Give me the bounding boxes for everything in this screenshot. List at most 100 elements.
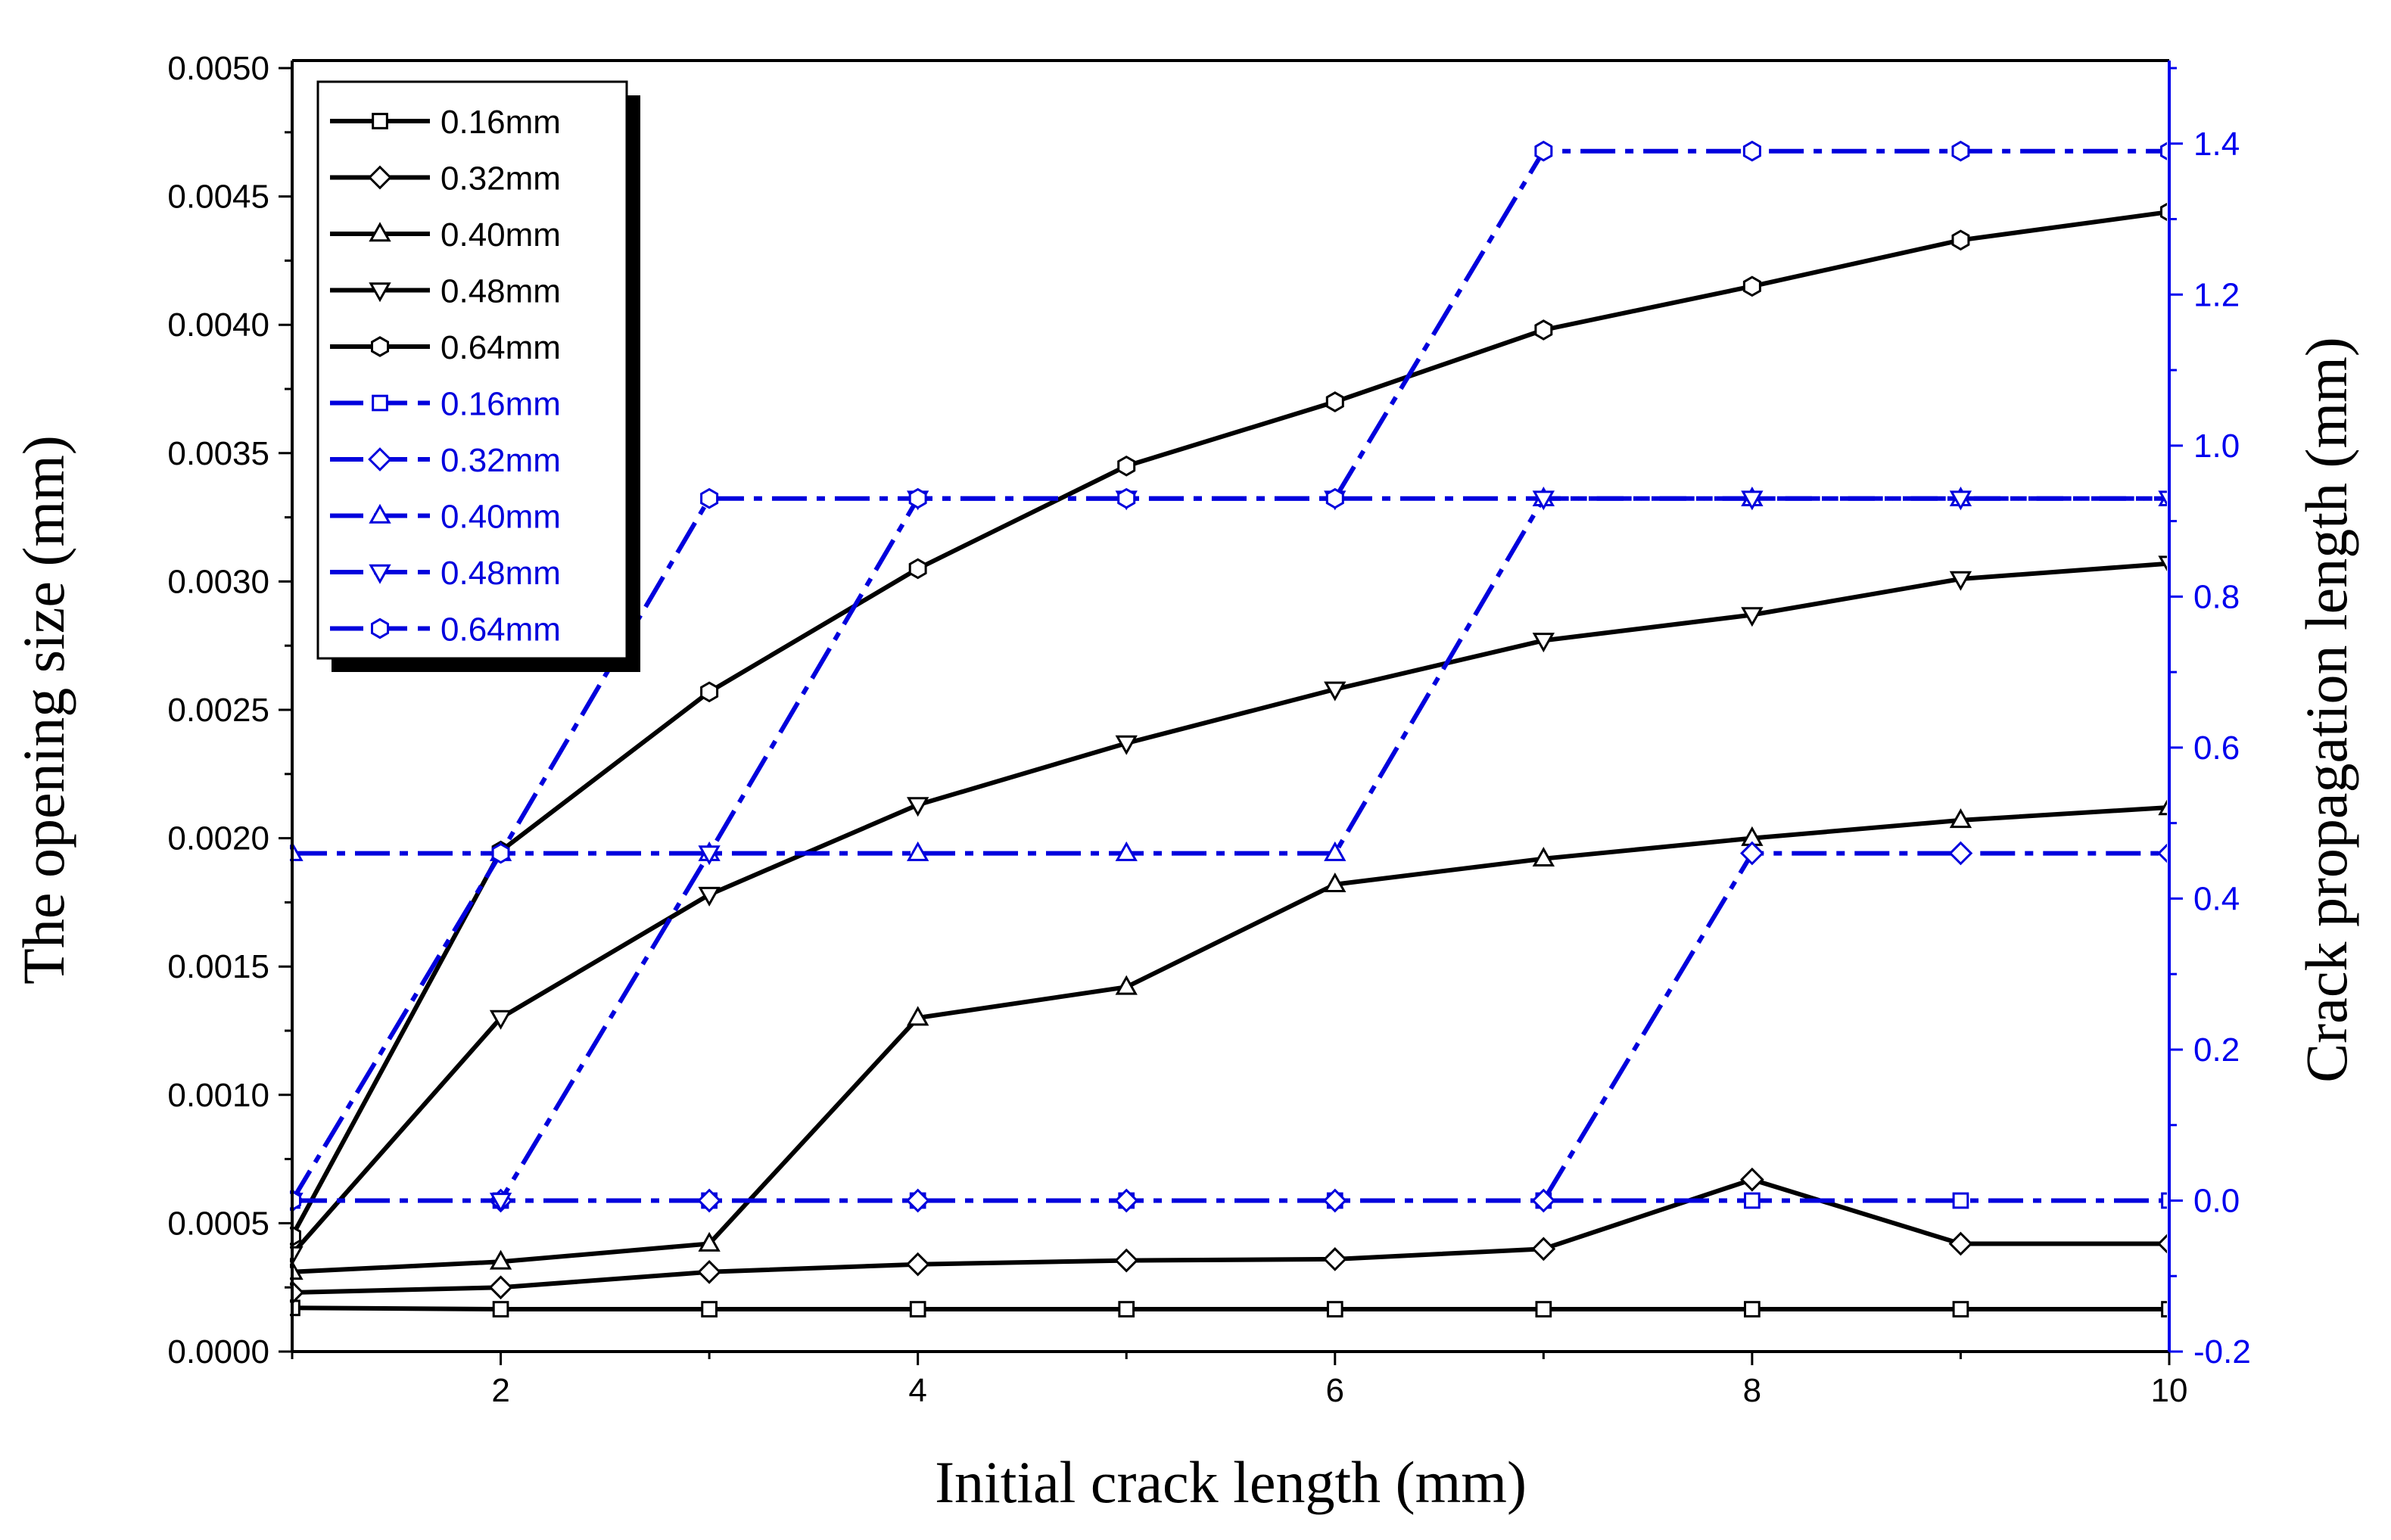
legend-label: 0.48mm [441, 555, 561, 592]
opening-point-0.16mm [492, 1301, 509, 1318]
opening-point-0.64mm [1951, 229, 1970, 251]
legend-entry: 0.32mm [330, 160, 561, 198]
series-opening-0.64mm [290, 202, 2167, 1247]
opening-point-0.40mm [2158, 799, 2167, 816]
legend-entry: 0.64mm [330, 611, 561, 649]
propagation-point-0.32mm [1740, 841, 1764, 866]
opening-line-0.40mm [291, 805, 2167, 1274]
legend-entry: 0.48mm [330, 555, 561, 592]
opening-point-0.32mm [1740, 1167, 1764, 1192]
opening-point-0.40mm [1532, 847, 1555, 867]
opening-point-0.48mm [1741, 607, 1764, 627]
opening-point-0.32mm [1948, 1231, 1973, 1256]
legend-marker [369, 282, 391, 303]
legend-marker [369, 503, 391, 524]
opening-point-0.64mm [1117, 455, 1136, 477]
opening-point-0.40mm [489, 1249, 512, 1270]
legend-label: 0.32mm [441, 442, 561, 479]
y-tick-label: 0.0030 [167, 563, 269, 600]
propagation-point-0.48mm [698, 845, 721, 866]
legend-marker [372, 113, 388, 129]
legend-entry: 0.32mm [330, 442, 561, 479]
y2-tick-label: 0.2 [2193, 1031, 2240, 1069]
y-axis-title: The opening size (mm) [11, 435, 76, 985]
y-tick-label: 0.0000 [167, 1333, 269, 1370]
legend-marker [372, 394, 388, 412]
propagation-point-0.32mm [2157, 843, 2167, 863]
propagation-point-0.32mm [905, 1188, 930, 1213]
propagation-point-0.40mm [1115, 841, 1138, 861]
propagation-point-0.48mm [1949, 490, 1972, 511]
opening-point-0.48mm [1949, 571, 1972, 591]
legend-entry: 0.16mm [330, 386, 561, 423]
series-opening-0.32mm [290, 1167, 2167, 1305]
opening-point-0.48mm [1115, 735, 1138, 755]
propagation-point-0.64mm [1742, 140, 1761, 162]
opening-point-0.40mm [906, 1006, 929, 1026]
series-propagation-0.32mm [290, 841, 2167, 1213]
opening-size-series [290, 202, 2167, 1318]
legend-marker [369, 564, 391, 584]
opening-line-0.16mm [291, 1305, 2167, 1311]
legend: 0.16mm 0.32mm 0.40mm 0.48mm 0.64mm 0.16mm 0.32… [316, 80, 640, 672]
opening-point-0.16mm [1744, 1301, 1761, 1318]
propagation-point-0.64mm [1325, 487, 1344, 509]
opening-point-0.40mm [1324, 872, 1346, 892]
propagation-point-0.16mm [1744, 1192, 1761, 1209]
opening-point-0.48mm [489, 1010, 512, 1030]
x-tick-label: 4 [908, 1372, 926, 1409]
x-tick-label: 8 [1743, 1372, 1761, 1409]
y-tick-label: 0.0025 [167, 692, 269, 729]
opening-point-0.64mm [1742, 275, 1761, 297]
propagation-point-0.16mm [2161, 1192, 2167, 1209]
legend-label: 0.64mm [441, 329, 561, 366]
legend-label: 0.40mm [441, 216, 561, 254]
opening-point-0.64mm [700, 681, 719, 703]
opening-point-0.40mm [1949, 808, 1972, 829]
propagation-point-0.48mm [2158, 490, 2167, 507]
propagation-point-0.32mm [1322, 1188, 1347, 1213]
propagation-point-0.32mm [1114, 1188, 1139, 1213]
opening-point-0.64mm [1325, 391, 1344, 412]
y2-tick-label: 1.0 [2193, 428, 2240, 465]
propagation-point-0.64mm [700, 487, 719, 509]
opening-point-0.32mm [1531, 1237, 1556, 1262]
propagation-point-0.64mm [908, 487, 927, 509]
legend-label: 0.16mm [441, 104, 561, 141]
y2-tick-label: -0.2 [2193, 1333, 2251, 1370]
legend-entry: 0.64mm [330, 329, 561, 366]
legend-entry: 0.40mm [330, 216, 561, 254]
opening-point-0.32mm [1114, 1248, 1139, 1273]
y2-tick-label: 0.4 [2193, 880, 2240, 917]
x-tick-label: 2 [491, 1372, 509, 1409]
propagation-point-0.48mm [489, 1193, 512, 1213]
y-tick-label: 0.0010 [167, 1077, 269, 1114]
propagation-point-0.48mm [1741, 490, 1764, 511]
opening-line-0.32mm [291, 1177, 2167, 1295]
opening-point-0.40mm [1115, 975, 1138, 995]
propagation-length-series [290, 140, 2167, 1213]
propagation-point-0.32mm [1948, 841, 1973, 866]
legend-marker [368, 447, 392, 471]
legend-marker [371, 336, 389, 357]
legend-entry: 0.16mm [330, 104, 561, 141]
y-tick-label: 0.0005 [167, 1205, 269, 1242]
opening-line-0.64mm [290, 210, 2167, 1237]
opening-point-0.16mm [909, 1301, 926, 1318]
series-opening-0.16mm [290, 1299, 2167, 1318]
opening-point-0.32mm [2157, 1234, 2167, 1254]
opening-point-0.16mm [1952, 1301, 1969, 1318]
propagation-point-0.48mm [1532, 490, 1555, 511]
propagation-point-0.40mm [906, 841, 929, 861]
y-tick-label: 0.0035 [167, 435, 269, 472]
legend-label: 0.16mm [441, 386, 561, 423]
opening-point-0.40mm [698, 1231, 721, 1252]
opening-point-0.16mm [701, 1301, 718, 1318]
legend-marker [368, 165, 392, 190]
legend-label: 0.64mm [441, 611, 561, 649]
y2-tick-label: 1.2 [2193, 276, 2240, 313]
legend-label: 0.40mm [441, 499, 561, 536]
y2-tick-label: 0.0 [2193, 1182, 2240, 1219]
opening-point-0.32mm [697, 1259, 721, 1284]
legend-entry: 0.40mm [330, 499, 561, 536]
